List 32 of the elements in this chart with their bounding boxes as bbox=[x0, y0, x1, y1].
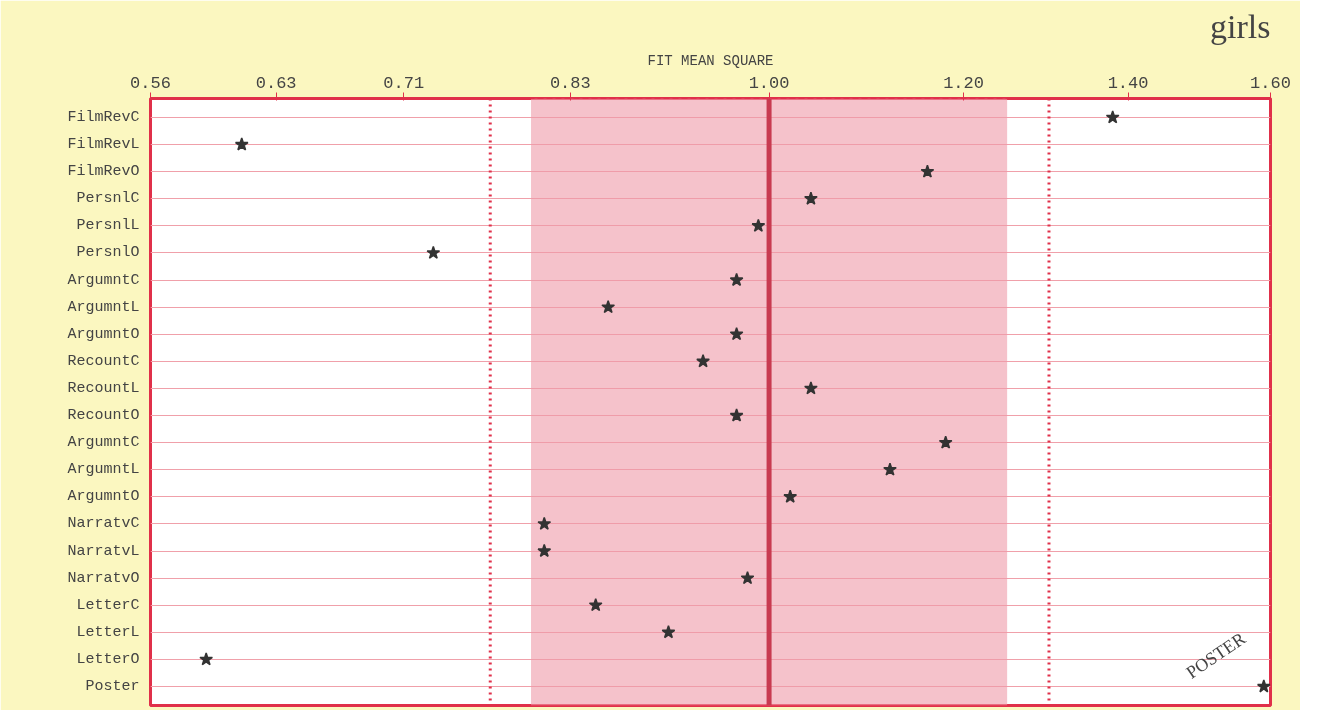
y-tick-label: LetterO bbox=[76, 650, 140, 668]
y-tick-label: ArgumntL bbox=[67, 298, 140, 316]
y-tick-label: NarratvC bbox=[67, 515, 140, 533]
y-tick-label: ArgumntO bbox=[67, 488, 140, 506]
y-tick-label: ArgumntL bbox=[67, 461, 140, 479]
y-tick-label: ArgumntO bbox=[67, 325, 140, 343]
y-tick-label: NarratvL bbox=[67, 542, 140, 560]
y-tick-label: PersnlO bbox=[76, 244, 140, 262]
x-tick-label: 0.56 bbox=[130, 73, 171, 93]
x-tick-label: 1.60 bbox=[1250, 73, 1291, 93]
x-tick-label: 0.71 bbox=[383, 73, 425, 93]
y-tick-label: ArgumntC bbox=[67, 271, 140, 289]
x-tick-label: 0.63 bbox=[255, 73, 297, 93]
y-tick-label: FilmRevC bbox=[67, 108, 140, 126]
x-tick-label: 1.00 bbox=[748, 73, 790, 93]
y-tick-label: LetterC bbox=[76, 596, 140, 614]
chart-title: girls bbox=[1210, 7, 1271, 45]
y-tick-label: FilmRevO bbox=[67, 163, 140, 181]
y-tick-label: PersnlL bbox=[76, 217, 140, 235]
x-axis-title: FIT MEAN SQUARE bbox=[647, 52, 774, 69]
y-tick-label: FilmRevL bbox=[67, 136, 140, 154]
y-tick-label: Poster bbox=[85, 678, 140, 696]
y-tick-label: RecountL bbox=[67, 379, 140, 397]
y-tick-label: NarratvO bbox=[67, 569, 140, 587]
y-tick-label: LetterL bbox=[76, 623, 140, 641]
y-tick-label: RecountO bbox=[67, 407, 140, 425]
y-tick-label: ArgumntC bbox=[67, 434, 140, 452]
y-tick-label: RecountC bbox=[67, 352, 140, 370]
x-tick-label: 0.83 bbox=[549, 73, 591, 93]
x-tick-label: 1.40 bbox=[1107, 73, 1149, 93]
x-tick-label: 1.20 bbox=[943, 73, 984, 93]
y-tick-label: PersnlC bbox=[76, 190, 140, 208]
